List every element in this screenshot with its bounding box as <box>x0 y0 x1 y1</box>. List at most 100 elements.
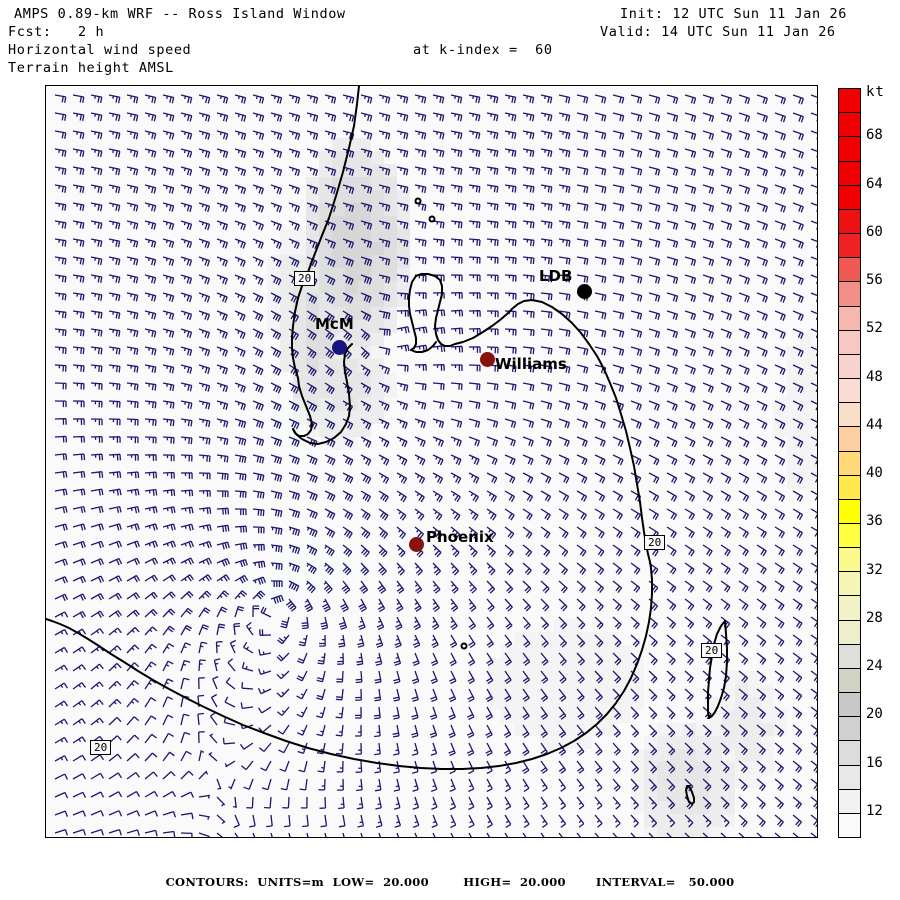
header-overlay-name: Terrain height AMSL <box>8 60 174 76</box>
wind-barb <box>374 742 381 756</box>
wind-barb <box>810 670 817 683</box>
colorbar-tick-label: 44 <box>866 416 883 433</box>
wind-barb <box>324 184 337 195</box>
wind-barb <box>522 220 535 229</box>
wind-barb <box>558 436 570 447</box>
wind-barb <box>216 184 229 195</box>
wind-barb <box>666 382 678 393</box>
wind-barb <box>630 616 640 630</box>
wind-barb <box>756 148 769 159</box>
wind-barb <box>324 562 335 576</box>
wind-barb <box>414 309 428 317</box>
wind-barb <box>324 202 337 213</box>
wind-barb <box>684 526 695 539</box>
colorbar-cell <box>839 379 860 404</box>
wind-barb <box>486 256 499 264</box>
wind-barb <box>306 490 318 501</box>
wind-barb <box>720 490 732 502</box>
wind-barb <box>396 526 407 540</box>
wind-barb <box>702 418 714 430</box>
wind-barb <box>522 814 530 829</box>
wind-barb <box>144 256 157 266</box>
wind-barb <box>576 652 585 666</box>
wind-barb <box>198 677 205 690</box>
wind-barb <box>396 418 408 429</box>
wind-barb <box>240 760 254 771</box>
wind-barb <box>792 202 804 213</box>
wind-barb <box>666 634 676 648</box>
station-dot-williams[interactable] <box>480 352 495 367</box>
wind-barb <box>430 688 438 703</box>
wind-barb <box>720 238 733 249</box>
wind-barb <box>360 256 373 267</box>
wind-barb <box>810 166 817 176</box>
wind-barb <box>270 346 282 358</box>
wind-barb <box>342 310 353 323</box>
wind-barb <box>648 508 659 521</box>
wind-barb <box>558 166 571 176</box>
wind-barb <box>594 616 604 630</box>
wind-barb <box>198 328 211 339</box>
wind-barb <box>324 220 337 231</box>
wind-barb <box>810 418 817 429</box>
wind-barb <box>108 810 123 817</box>
wind-barb <box>576 472 588 484</box>
wind-barb <box>126 734 140 744</box>
wind-barb <box>108 130 121 140</box>
wind-barb <box>234 130 247 140</box>
wind-barb <box>355 670 363 684</box>
wind-barb <box>468 130 481 140</box>
wind-barb <box>288 436 300 447</box>
wind-barb <box>684 742 694 756</box>
wind-barb <box>234 436 247 446</box>
wind-barb <box>792 454 804 466</box>
wind-barb <box>522 292 535 300</box>
wind-barb <box>666 184 679 194</box>
wind-barb <box>234 292 246 304</box>
wind-barb <box>338 616 348 630</box>
wind-barb <box>612 778 621 792</box>
wind-barb <box>240 702 254 710</box>
wind-barb <box>720 130 733 141</box>
wind-barb <box>243 778 254 790</box>
wind-barb <box>126 574 141 583</box>
wind-speed-colorbar[interactable] <box>838 88 861 838</box>
wind-barb <box>342 562 352 576</box>
wind-barb <box>432 580 441 594</box>
wind-barb <box>468 454 480 466</box>
station-dot-mcm[interactable] <box>332 340 347 355</box>
colorbar-cell <box>839 475 860 500</box>
wind-barb <box>108 505 122 514</box>
wind-barb <box>306 310 317 323</box>
wind-barb <box>630 778 639 792</box>
wind-barb <box>306 238 318 249</box>
wind-barb <box>503 742 512 757</box>
map-plot-area[interactable]: McM LDB Williams Phoenix 20 20 20 20 <box>45 85 818 838</box>
wind-barb <box>558 274 571 283</box>
wind-barb <box>702 274 715 285</box>
wind-barb <box>576 832 582 837</box>
station-dot-ldb[interactable] <box>577 284 592 299</box>
wind-barb <box>810 148 817 158</box>
wind-barb <box>576 616 586 630</box>
wind-barb <box>576 742 585 756</box>
wind-barb <box>414 130 427 140</box>
station-dot-phoenix[interactable] <box>409 537 424 552</box>
wind-barb <box>126 540 141 548</box>
wind-barb <box>648 598 659 612</box>
wind-barb <box>197 712 204 726</box>
wind-barb <box>198 489 211 497</box>
wind-barb <box>360 562 370 576</box>
wind-barb <box>234 274 246 285</box>
wind-barb <box>90 148 103 158</box>
wind-barb <box>90 699 104 708</box>
wind-barb <box>126 488 140 496</box>
wind-barb <box>239 742 254 750</box>
wind-barb <box>810 274 817 284</box>
wind-barb <box>432 526 443 540</box>
wind-barb <box>702 760 712 774</box>
wind-barb <box>558 256 571 265</box>
wind-barb <box>738 652 749 665</box>
wind-barb <box>288 94 301 104</box>
wind-barb <box>306 166 319 177</box>
